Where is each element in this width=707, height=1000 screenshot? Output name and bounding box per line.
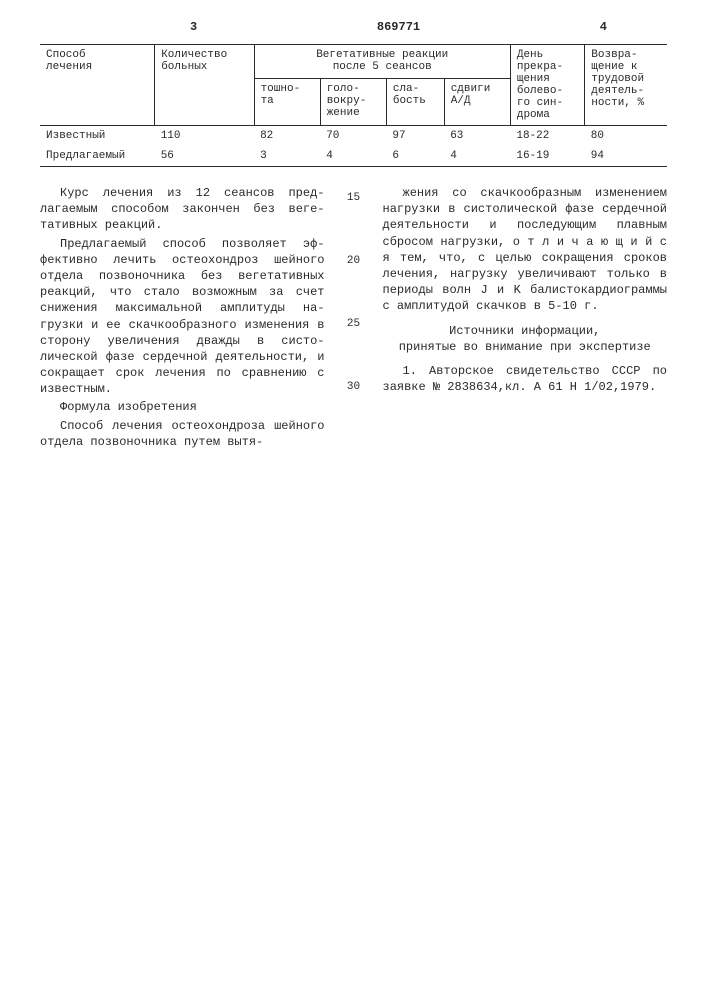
table-row: Известный 110 82 70 97 63 18-22 80 — [40, 126, 667, 147]
cell-patients: 56 — [155, 146, 254, 167]
paragraph: Способ лечения остеохондроза шей­ного от… — [40, 418, 325, 450]
header-row: 3 869771 4 — [40, 20, 667, 44]
cell-return: 80 — [585, 126, 667, 147]
page-container: 3 869771 4 Способ лечения Количество бол… — [0, 0, 707, 452]
line-number: 30 — [345, 380, 363, 395]
line-number: 25 — [345, 317, 363, 332]
cell-dizzy: 4 — [320, 146, 386, 167]
cell-nausea: 3 — [254, 146, 320, 167]
page-number-right: 4 — [600, 20, 607, 34]
col-nausea: тошно- та — [254, 79, 320, 126]
formula-heading: Формула изобретения — [40, 399, 325, 415]
page-number-left: 3 — [190, 20, 197, 34]
col-patients: Количество больных — [155, 45, 254, 126]
document-number: 869771 — [377, 20, 420, 34]
cell-weak: 6 — [386, 146, 444, 167]
cell-nausea: 82 — [254, 126, 320, 147]
results-table: Способ лечения Количество больных Вегета… — [40, 44, 667, 167]
cell-return: 94 — [585, 146, 667, 167]
text-columns: Курс лечения из 12 сеансов пред­лагаемым… — [40, 185, 667, 452]
col-weak: сла- бость — [386, 79, 444, 126]
col-day: День прекра- щения болево- го син- дрома — [510, 45, 584, 126]
line-number-gutter: 15 20 25 30 — [345, 185, 363, 452]
right-column: жения со скачкообразным изменением нагру… — [383, 185, 668, 452]
cell-day: 18-22 — [510, 126, 584, 147]
left-column: Курс лечения из 12 сеансов пред­лагаемым… — [40, 185, 325, 452]
sources-heading: Источники информации, принятые во вниман… — [383, 323, 668, 355]
cell-shift: 4 — [444, 146, 510, 167]
cell-shift: 63 — [444, 126, 510, 147]
col-dizzy: голо- вокру- жение — [320, 79, 386, 126]
col-reactions-group: Вегетативные реакции после 5 сеансов — [254, 45, 510, 79]
cell-dizzy: 70 — [320, 126, 386, 147]
line-number: 20 — [345, 254, 363, 269]
col-return: Возвра- щение к трудовой деятель- ности,… — [585, 45, 667, 126]
paragraph: Курс лечения из 12 сеансов пред­лагаемым… — [40, 185, 325, 234]
cell-method: Предлагаемый — [40, 146, 155, 167]
cell-weak: 97 — [386, 126, 444, 147]
cell-day: 16-19 — [510, 146, 584, 167]
paragraph: Предлагаемый способ позволяет эф­фективн… — [40, 236, 325, 398]
line-number: 15 — [345, 191, 363, 206]
cell-method: Известный — [40, 126, 155, 147]
paragraph: жения со скачкообразным изменением нагру… — [383, 185, 668, 315]
col-shift: сдвиги А/Д — [444, 79, 510, 126]
table-row: Предлагаемый 56 3 4 6 4 16-19 94 — [40, 146, 667, 167]
cell-patients: 110 — [155, 126, 254, 147]
col-method: Способ лечения — [40, 45, 155, 126]
paragraph: 1. Авторское свидетельство СССР по заявк… — [383, 363, 668, 395]
